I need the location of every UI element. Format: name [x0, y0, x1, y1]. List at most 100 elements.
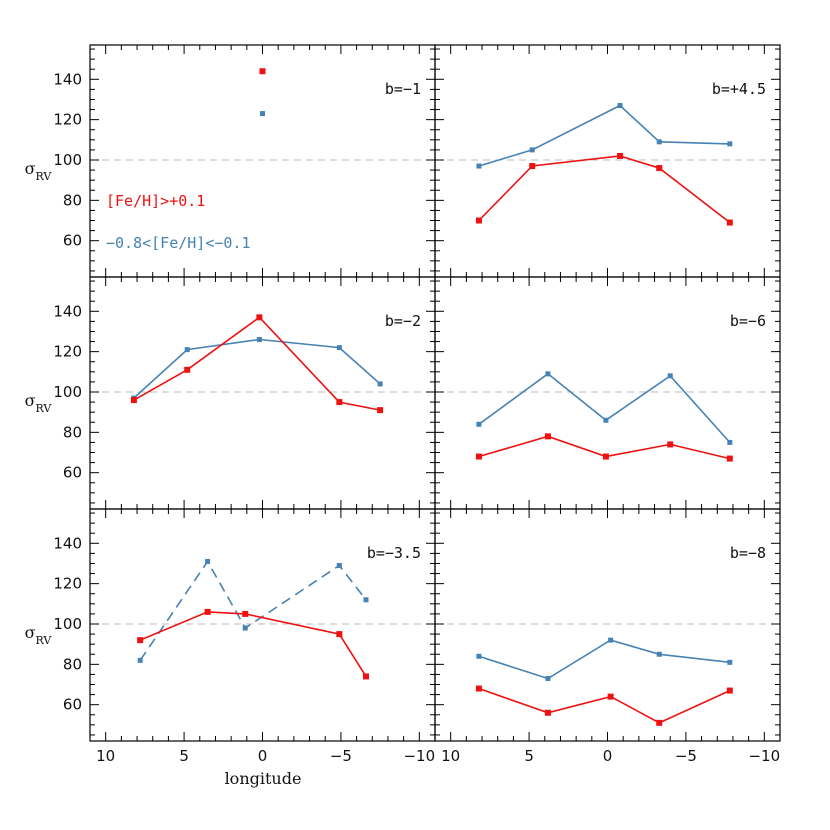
data-point [476, 653, 482, 659]
legend-metal-rich-label: [Fe/H]>+0.1 [106, 192, 205, 210]
y-tick-label: 140 [53, 534, 82, 552]
data-point [617, 103, 623, 109]
legend-metal-poor-label: −0.8<[Fe/H]<−0.1 [106, 234, 251, 252]
y-tick-label: 60 [63, 696, 82, 714]
x-tick-label: 5 [524, 747, 534, 765]
series-metal-poor [476, 103, 733, 169]
data-point [259, 68, 266, 75]
y-tick-label: 140 [53, 70, 82, 88]
panel-label: b=−1 [385, 80, 421, 98]
data-point [204, 608, 211, 615]
y-tick-label: 120 [53, 343, 82, 361]
data-point [726, 219, 733, 226]
series-metal-poor [131, 337, 383, 401]
data-point [544, 433, 551, 440]
data-point [656, 651, 662, 657]
panel-label: b=−2 [385, 312, 421, 330]
data-point [727, 659, 733, 665]
x-tick-label: −5 [675, 747, 697, 765]
data-point [475, 453, 482, 460]
data-point [603, 417, 609, 423]
y-tick-label: 100 [53, 151, 82, 169]
data-point [529, 163, 536, 170]
panel-frame [434, 508, 781, 742]
data-point [617, 152, 624, 159]
y-tick-label: 140 [53, 302, 82, 320]
data-point [544, 709, 551, 716]
data-point [363, 673, 369, 680]
data-point [545, 675, 551, 681]
x-axis-label: longitude [225, 769, 302, 788]
series-line [478, 155, 731, 224]
panel-6: 10 5 0 −5 −10 b=−8 [434, 508, 781, 765]
x-tick-label: −10 [403, 747, 435, 765]
x-tick-label: 0 [603, 747, 613, 765]
data-point [607, 693, 614, 700]
data-point [256, 314, 263, 321]
series-metal-poor [260, 111, 265, 117]
x-tick-label: −10 [748, 747, 780, 765]
y-tick-label: 80 [63, 191, 82, 209]
data-point [137, 657, 143, 663]
data-point [476, 163, 482, 169]
data-point [726, 455, 733, 462]
series-metal-rich [130, 314, 384, 414]
series-metal-rich [475, 433, 733, 462]
panel-2: b=+4.5 [434, 44, 781, 278]
x-tick-label: 10 [96, 747, 115, 765]
y-axis-label-sigma: σ [25, 623, 36, 642]
series-metal-poor [476, 371, 733, 445]
series-line [478, 372, 731, 443]
panel-3: 60 80 100 120 140 b=−2 [53, 276, 436, 510]
y-axis-label-subscript: RV [36, 170, 53, 183]
data-point [727, 141, 733, 147]
panel-label: b=+4.5 [712, 80, 766, 98]
data-point [602, 453, 609, 460]
data-point [130, 397, 137, 404]
x-tick-label: 5 [179, 747, 189, 765]
data-point [608, 637, 614, 643]
x-tick-label: 10 [441, 747, 460, 765]
y-tick-label: 100 [53, 615, 82, 633]
data-point [184, 366, 191, 373]
y-axis-label-sigma: σ [25, 391, 36, 410]
data-point [205, 558, 211, 564]
y-axis-label-subscript: RV [36, 634, 53, 647]
y-axis-label-subscript: RV [36, 402, 53, 415]
data-point [377, 407, 384, 414]
y-tick-label: 120 [53, 111, 82, 129]
data-point [667, 441, 674, 448]
panel-5: 60 80 100 120 140 10 5 0 −5 −10 b=−3.5 [53, 508, 436, 765]
data-point [260, 111, 265, 117]
data-point [475, 685, 482, 692]
data-point [336, 345, 342, 351]
data-point [545, 371, 551, 377]
y-tick-label: 60 [63, 232, 82, 250]
series-line [478, 104, 730, 167]
data-point [137, 637, 144, 644]
series-metal-rich [475, 685, 733, 726]
panel-label: b=−3.5 [367, 544, 421, 562]
panel-label: b=−8 [730, 544, 766, 562]
data-point [256, 337, 262, 343]
x-tick-label: 0 [258, 747, 268, 765]
series-metal-rich [137, 608, 369, 680]
y-axis-label-sigma: σ [25, 159, 36, 178]
y-tick-label: 120 [53, 575, 82, 593]
data-point [363, 597, 369, 603]
x-tick-label: −5 [330, 747, 352, 765]
data-point [529, 147, 535, 153]
series-metal-rich [475, 152, 733, 226]
y-axis-label-row-1: σRV [25, 159, 53, 183]
series-line [478, 687, 731, 724]
panel-frame [434, 276, 781, 510]
data-point [242, 610, 249, 617]
series-line [133, 338, 381, 399]
y-tick-label: 80 [63, 423, 82, 441]
data-point [184, 347, 190, 353]
data-point [656, 165, 663, 172]
data-point [242, 625, 248, 631]
panel-label: b=−6 [730, 312, 766, 330]
data-point [476, 421, 482, 427]
